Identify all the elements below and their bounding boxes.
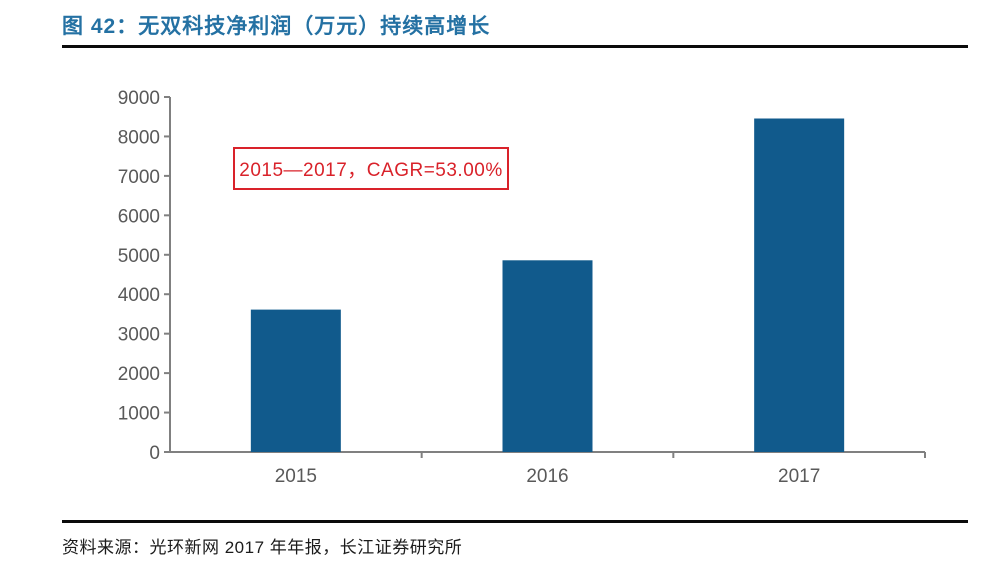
y-axis-tick-label: 8000 xyxy=(118,127,160,148)
y-axis-tick-label: 5000 xyxy=(118,246,160,267)
y-axis-tick-label: 7000 xyxy=(118,167,160,188)
y-axis-tick-label: 3000 xyxy=(118,325,160,346)
title-rule xyxy=(62,45,968,48)
y-axis-tick-label: 6000 xyxy=(118,206,160,227)
cagr-annotation-text: 2015—2017，CAGR=53.00% xyxy=(239,160,503,181)
cagr-annotation-box: 2015—2017，CAGR=53.00% xyxy=(233,147,509,190)
bar-2015 xyxy=(250,309,341,452)
y-axis-tick-label: 1000 xyxy=(118,404,160,425)
figure-title: 图 42：无双科技净利润（万元）持续高增长 xyxy=(62,15,491,38)
y-axis-tick-label: 4000 xyxy=(118,285,160,306)
y-axis-tick-label: 9000 xyxy=(118,88,160,109)
bar-2016 xyxy=(502,260,593,452)
x-axis-label-2016: 2016 xyxy=(526,466,568,487)
x-axis-label-2015: 2015 xyxy=(275,466,317,487)
y-axis-tick-label: 0 xyxy=(149,443,160,464)
bar-2017 xyxy=(754,118,845,452)
x-axis-label-2017: 2017 xyxy=(778,466,820,487)
y-axis-tick-label: 2000 xyxy=(118,364,160,385)
source-note: 资料来源：光环新网 2017 年年报，长江证券研究所 xyxy=(62,538,463,557)
footer-rule xyxy=(62,520,968,523)
